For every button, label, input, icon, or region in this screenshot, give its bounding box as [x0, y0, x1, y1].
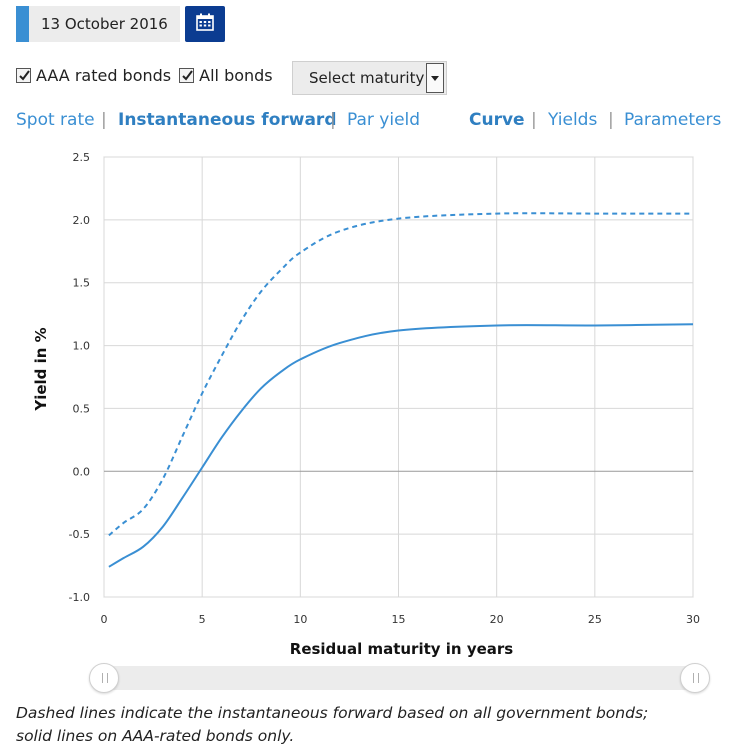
y-tick-label: 1.0: [73, 340, 91, 353]
slider-max-handle[interactable]: [680, 663, 710, 693]
x-tick-label: 10: [293, 613, 307, 626]
yield-curve-chart: 0 5 10 15 20 25 30 -1.0 -0.5 0.0 0.5 1.0 1.5 2.0 2.5 Re…: [32, 151, 700, 658]
all-bonds-checkbox[interactable]: [179, 68, 195, 83]
tab-separator: |: [330, 110, 336, 130]
x-tick-label: 25: [588, 613, 602, 626]
y-tick-label: 0.0: [73, 465, 91, 478]
maturity-range-slider[interactable]: [103, 666, 695, 690]
tab-par-yield[interactable]: Par yield: [347, 110, 421, 130]
x-tick-label: 0: [101, 613, 108, 626]
y-tick-label: 0.5: [73, 402, 91, 415]
y-axis-title: Yield in %: [32, 327, 50, 411]
tab-curve[interactable]: Curve: [469, 110, 525, 130]
y-tick-label: -0.5: [69, 528, 90, 541]
x-tick-label: 20: [490, 613, 504, 626]
tab-yields[interactable]: Yields: [548, 110, 598, 130]
date-accent-bar: [16, 6, 29, 42]
all-bonds-checkbox-label[interactable]: All bonds: [199, 66, 273, 85]
tab-separator: |: [608, 110, 614, 130]
chart-footnote: Dashed lines indicate the instantaneous …: [16, 702, 716, 748]
y-tick-label: 2.5: [73, 151, 91, 164]
footnote-line-2: solid lines on AAA-rated bonds only.: [16, 727, 295, 745]
date-picker[interactable]: 13 October 2016: [16, 6, 180, 42]
x-tick-label: 5: [199, 613, 206, 626]
aaa-checkbox-label[interactable]: AAA rated bonds: [36, 66, 172, 85]
chevron-down-icon[interactable]: [426, 63, 444, 93]
tab-separator: |: [101, 110, 107, 130]
tab-spot-rate[interactable]: Spot rate: [16, 110, 95, 130]
y-tick-label: 2.0: [73, 214, 91, 227]
y-tick-label: -1.0: [69, 591, 90, 604]
series-line-all-bonds: [108, 212, 693, 537]
checkmark-icon: [182, 70, 193, 81]
maturity-select[interactable]: Select maturity: [292, 61, 447, 95]
checkmark-icon: [19, 70, 30, 81]
x-tick-label: 30: [686, 613, 700, 626]
footnote-line-1: Dashed lines indicate the instantaneous …: [16, 704, 649, 722]
x-axis-title: Residual maturity in years: [290, 640, 514, 658]
calendar-button[interactable]: [185, 6, 225, 42]
aaa-checkbox[interactable]: [16, 68, 31, 83]
calendar-icon: [196, 13, 214, 35]
x-tick-label: 15: [392, 613, 406, 626]
tab-parameters[interactable]: Parameters: [624, 110, 722, 130]
tab-instantaneous-forward[interactable]: Instantaneous forward: [118, 110, 337, 130]
bond-filter-row: AAA rated bonds All bonds: [16, 66, 273, 85]
y-tick-label: 1.5: [73, 277, 91, 290]
date-input[interactable]: 13 October 2016: [29, 6, 180, 42]
series-line-aaa-bonds: [108, 323, 694, 568]
slider-min-handle[interactable]: [89, 663, 119, 693]
maturity-select-value: Select maturity: [309, 69, 425, 87]
tab-separator: |: [531, 110, 537, 130]
